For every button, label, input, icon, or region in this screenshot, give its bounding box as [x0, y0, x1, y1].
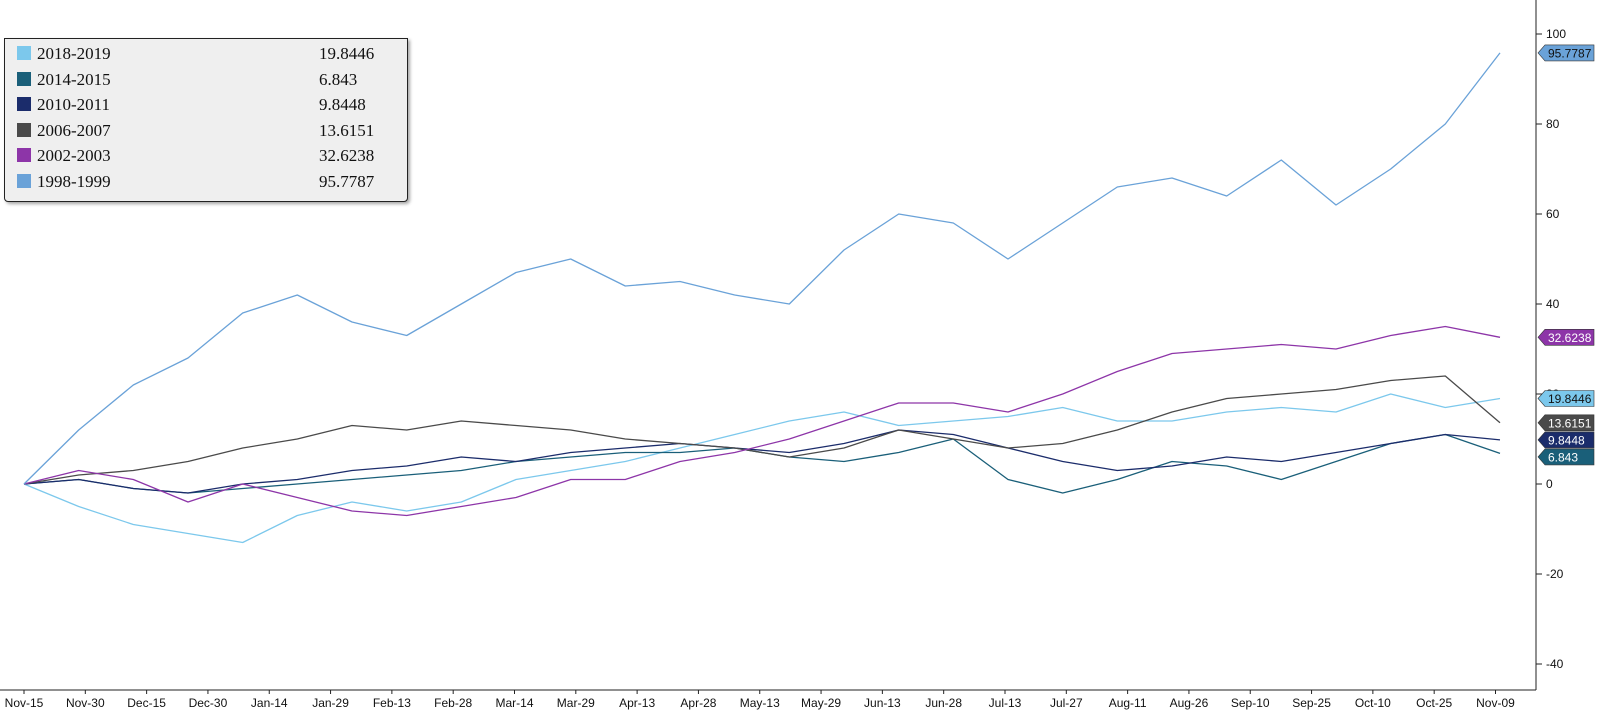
series-line-2010-2011: [23, 429, 1501, 494]
end-value-tag: [1537, 329, 1595, 346]
legend-series-name: 2002-2003: [37, 146, 111, 165]
x-tick-label: Jan-14: [251, 696, 288, 710]
y-tick-label: -40: [1546, 657, 1564, 671]
x-tick-label: Jul-13: [989, 696, 1022, 710]
end-value-label: 95.7787: [1548, 46, 1592, 60]
x-axis: Nov-15 Nov-30 Dec-15 Dec-30 Jan-14 Jan-29 Feb-…: [5, 690, 1515, 710]
y-tick-label: 60: [1546, 207, 1560, 221]
legend-swatch: [17, 148, 31, 162]
end-value-tag: [1537, 414, 1595, 432]
series-line-2018-2019: [23, 393, 1501, 544]
end-value-labels: 95.7787 32.6238 19.8446 13.6151 9.8448 6.843: [1537, 44, 1595, 466]
x-tick-label: Nov-30: [66, 696, 105, 710]
end-value-tag: [1537, 431, 1595, 449]
x-tick-label: Oct-10: [1355, 696, 1391, 710]
legend-entry: 2002-2003 32.6238: [5, 143, 407, 169]
x-tick-label: Sep-10: [1231, 696, 1270, 710]
x-tick-label: Jun-28: [925, 696, 962, 710]
x-tick-label: Dec-15: [127, 696, 166, 710]
end-value-label: 13.6151: [1548, 416, 1592, 430]
legend-entry: 1998-1999 95.7787: [5, 169, 407, 195]
x-tick-label: Aug-11: [1109, 696, 1147, 710]
x-tick-label: May-13: [740, 696, 780, 710]
legend-series-value: 32.6238: [319, 146, 375, 165]
x-tick-label: Mar-14: [495, 696, 533, 710]
end-value-label: 9.8448: [1548, 433, 1585, 447]
legend-swatch: [17, 97, 31, 111]
x-tick-label: Aug-26: [1170, 696, 1209, 710]
x-tick-label: Feb-28: [434, 696, 472, 710]
x-tick-label: Oct-25: [1416, 696, 1452, 710]
x-tick-label: Dec-30: [189, 696, 228, 710]
legend-series-value: 13.6151: [319, 120, 375, 140]
series-line-1998-1999: [23, 52, 1501, 485]
legend-series-value: 6.843: [319, 69, 358, 89]
legend-series-value: 19.8446: [319, 44, 375, 63]
end-value-tag: [1537, 448, 1595, 466]
x-tick-label: Feb-13: [373, 696, 411, 710]
x-tick-label: Mar-29: [557, 696, 595, 710]
x-tick-label: Jan-29: [312, 696, 349, 710]
y-tick-label: -20: [1546, 567, 1564, 581]
legend-entry: 2010-2011 9.8448: [5, 92, 407, 118]
legend-entry: 2006-2007 13.6151: [5, 118, 407, 144]
legend-entry: 2014-2015 6.843: [5, 67, 407, 93]
legend-series-name: 2006-2007: [37, 120, 111, 140]
legend-swatch: [17, 71, 31, 86]
series-line-2002-2003: [23, 325, 1501, 517]
chart-legend: 2018-2019 19.8446 2014-2015 6.843 2010-2…: [4, 38, 408, 202]
x-tick-label: Nov-09: [1476, 696, 1515, 710]
legend-series-name: 1998-1999: [37, 171, 111, 191]
legend-series-name: 2014-2015: [37, 69, 111, 89]
legend-series-name: 2010-2011: [37, 95, 111, 114]
x-tick-label: Apr-28: [680, 696, 716, 710]
y-tick-label: 100: [1546, 27, 1566, 41]
x-tick-label: May-29: [801, 696, 841, 710]
end-value-label: 19.8446: [1548, 392, 1592, 406]
legend-series-name: 2018-2019: [37, 44, 111, 63]
legend-swatch: [17, 173, 31, 188]
series-line-2006-2007: [23, 375, 1501, 485]
legend-entry: 2018-2019 19.8446: [5, 41, 407, 67]
y-tick-label: 0: [1546, 477, 1553, 491]
y-axis: 100806040200-20-40: [1536, 27, 1566, 671]
x-tick-label: Jul-27: [1050, 696, 1083, 710]
end-value-label: 6.843: [1548, 450, 1578, 464]
legend-series-value: 9.8448: [319, 95, 366, 114]
end-value-tag: [1537, 44, 1595, 62]
end-value-tag: [1537, 390, 1595, 407]
legend-series-value: 95.7787: [319, 171, 375, 191]
y-tick-label: 80: [1546, 117, 1560, 131]
end-value-label: 32.6238: [1548, 331, 1592, 345]
x-tick-label: Nov-15: [5, 696, 44, 710]
series-layer: [23, 52, 1501, 544]
x-tick-label: Sep-25: [1292, 696, 1331, 710]
x-tick-label: Apr-13: [619, 696, 655, 710]
x-tick-label: Jun-13: [864, 696, 901, 710]
legend-swatch: [17, 46, 31, 60]
y-tick-label: 40: [1546, 297, 1560, 311]
legend-swatch: [17, 122, 31, 137]
